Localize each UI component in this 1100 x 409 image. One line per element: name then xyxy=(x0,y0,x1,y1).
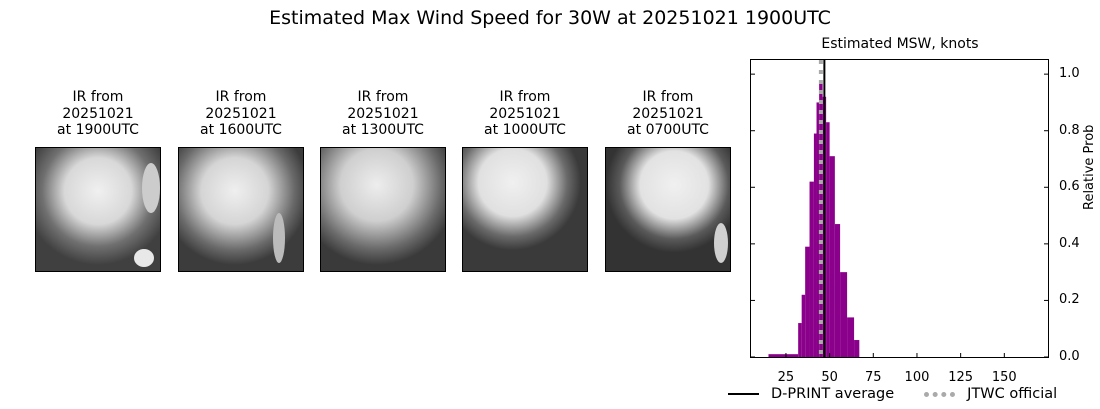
histogram-bar xyxy=(798,323,802,357)
ir-caption: IR from 20251021 at 1600UTC xyxy=(200,89,282,138)
histogram-bar xyxy=(805,246,810,357)
ir-panel-5: IR from 20251021 at 0700UTC xyxy=(605,89,731,272)
histogram-bar xyxy=(826,122,830,357)
x-tick-label: 125 xyxy=(948,370,974,385)
histogram-bar xyxy=(809,181,814,357)
x-tick-label: 150 xyxy=(991,370,1017,385)
histogram-svg xyxy=(751,60,1048,358)
histogram-bar xyxy=(816,102,820,357)
y-tick-label: 0.8 xyxy=(1059,122,1080,138)
legend: D-PRINT average JTWC official xyxy=(728,386,1057,402)
ir-satellite-image xyxy=(178,147,304,272)
x-tick-label: 100 xyxy=(904,370,930,385)
histogram-bar xyxy=(847,317,855,357)
histogram-bar xyxy=(813,133,817,357)
x-tick-label: 25 xyxy=(777,370,795,385)
ir-caption: IR from 20251021 at 1900UTC xyxy=(57,89,139,138)
histogram-bar xyxy=(840,272,848,357)
y-tick-label: 0.0 xyxy=(1059,349,1080,364)
histogram-bar xyxy=(801,294,806,357)
legend-label: D-PRINT average xyxy=(771,386,895,402)
histogram-bar xyxy=(768,354,799,357)
ir-satellite-image xyxy=(462,147,588,272)
solid-line-icon xyxy=(728,393,759,395)
figure-title: Estimated Max Wind Speed for 30W at 2025… xyxy=(269,7,831,29)
x-tick-label: 75 xyxy=(865,370,882,385)
ir-satellite-image xyxy=(320,147,446,272)
ir-satellite-image xyxy=(35,147,161,272)
ir-panel-1: IR from 20251021 at 1900UTC xyxy=(35,89,161,272)
histogram-bar xyxy=(834,224,841,357)
y-tick-label: 0.4 xyxy=(1059,235,1080,251)
ir-panel-2: IR from 20251021 at 1600UTC xyxy=(178,89,304,272)
ir-panel-3: IR from 20251021 at 1300UTC xyxy=(320,89,446,272)
y-tick-label: 0.6 xyxy=(1059,179,1080,195)
histogram-plot-area xyxy=(750,59,1049,358)
y-tick-label: 0.2 xyxy=(1059,292,1080,308)
y-axis-label: Relative Prob xyxy=(1082,124,1097,210)
ir-panel-4: IR from 20251021 at 1000UTC xyxy=(462,89,588,272)
y-tick-label: 1.0 xyxy=(1059,66,1080,82)
ir-caption: IR from 20251021 at 0700UTC xyxy=(627,89,709,138)
ir-caption: IR from 20251021 at 1000UTC xyxy=(484,89,566,138)
chart-title: Estimated MSW, knots xyxy=(821,36,979,52)
legend-item-jtwc: JTWC official xyxy=(894,386,1057,402)
ir-caption: IR from 20251021 at 1300UTC xyxy=(342,89,424,138)
legend-item-dprint: D-PRINT average xyxy=(728,386,894,402)
x-tick-label: 50 xyxy=(821,370,838,385)
ir-satellite-image xyxy=(605,147,731,272)
dotted-line-icon xyxy=(924,391,956,397)
histogram-bar xyxy=(819,82,823,357)
histogram-bar xyxy=(829,156,835,357)
histogram-bar xyxy=(854,340,860,357)
legend-label: JTWC official xyxy=(967,386,1058,402)
